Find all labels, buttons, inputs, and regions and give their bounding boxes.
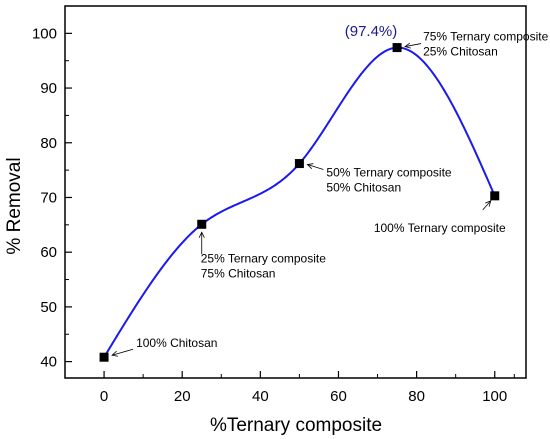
data-point xyxy=(197,219,207,229)
annotation-arrowhead xyxy=(404,42,411,49)
x-axis-title: %Ternary composite xyxy=(210,415,382,436)
annotation-arrow xyxy=(482,200,492,211)
y-tick-label: 60 xyxy=(40,244,57,261)
x-tick-label: 0 xyxy=(100,388,108,405)
data-point xyxy=(294,159,304,169)
x-tick-label: 40 xyxy=(252,388,269,405)
annotation-arrowhead xyxy=(485,200,492,207)
annotation-text: 75% Chitosan xyxy=(201,266,276,280)
data-point xyxy=(392,43,402,53)
annotation-text: 50% Chitosan xyxy=(326,181,401,195)
annotation-text: 50% Ternary composite xyxy=(326,166,452,180)
series-line xyxy=(103,46,496,358)
y-tick-label: 90 xyxy=(40,80,57,97)
annotation-arrowhead xyxy=(198,231,205,238)
highlight-label: (97.4%) xyxy=(345,23,398,40)
annotation-text: 25% Chitosan xyxy=(423,45,498,59)
annotation-arrowhead xyxy=(111,350,119,357)
annotation-text: 100% Chitosan xyxy=(136,336,217,350)
annotation-text: 75% Ternary composite xyxy=(423,30,549,44)
annotation-text: 25% Ternary composite xyxy=(201,251,327,265)
y-axis-title: % Removal xyxy=(4,157,25,254)
y-tick-label: 40 xyxy=(40,354,57,371)
data-point xyxy=(490,191,500,201)
y-tick-label: 70 xyxy=(40,189,57,206)
annotation-arrow xyxy=(405,43,422,47)
annotation-text: 100% Ternary composite xyxy=(374,221,506,235)
data-markers xyxy=(99,43,500,362)
plot-border xyxy=(64,5,527,379)
annotation-arrow xyxy=(111,348,134,356)
y-tick-label: 100 xyxy=(32,25,57,42)
plot-frame xyxy=(64,5,527,379)
x-tick-label: 20 xyxy=(174,388,191,405)
x-tick-label: 100 xyxy=(482,388,507,405)
data-point xyxy=(99,352,109,362)
y-tick-label: 80 xyxy=(40,135,57,152)
y-tick-label: 50 xyxy=(40,299,57,316)
x-tick-label: 80 xyxy=(408,388,425,405)
annotation-arrow xyxy=(307,164,324,170)
annotation-arrowhead xyxy=(306,163,314,169)
x-axis-ticks: 0 20 40 60 80 100 xyxy=(64,371,515,405)
y-axis-ticks: 40 50 60 70 80 90 100 xyxy=(32,5,72,371)
x-tick-label: 60 xyxy=(330,388,347,405)
